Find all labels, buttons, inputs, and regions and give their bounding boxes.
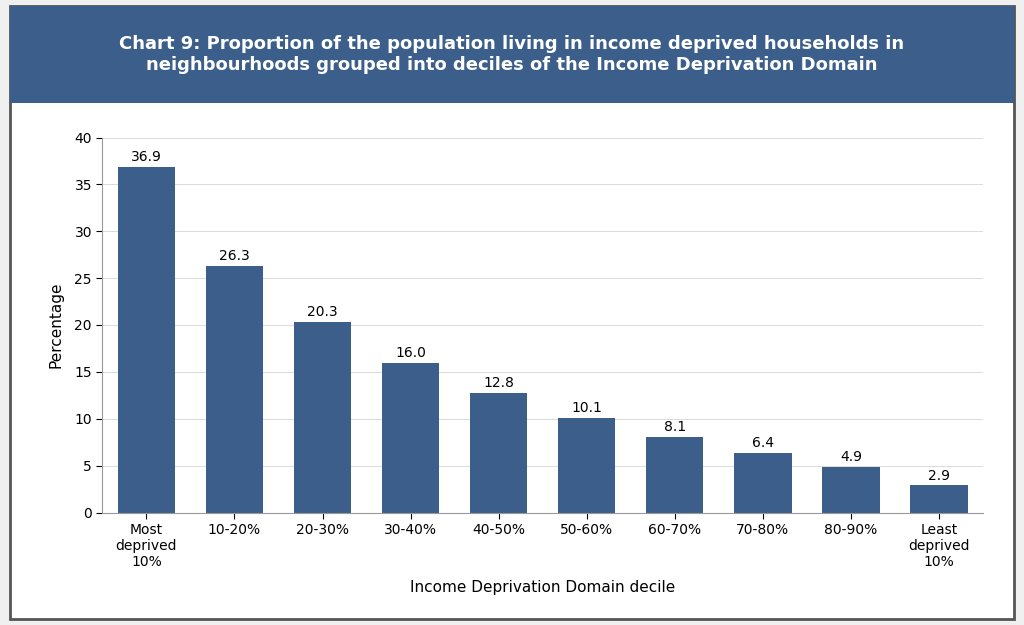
Bar (118, 166, 175, 512)
Bar (382, 362, 439, 512)
Text: 2.9: 2.9 (928, 469, 950, 482)
Text: Chart 9: Proportion of the population living in income deprived households in
ne: Chart 9: Proportion of the population li… (120, 35, 904, 74)
Bar (294, 322, 351, 512)
Text: 8.1: 8.1 (664, 420, 686, 434)
Text: 36.9: 36.9 (131, 150, 162, 164)
Text: 20.3: 20.3 (307, 306, 338, 319)
Bar (646, 436, 703, 512)
Bar (206, 266, 263, 512)
Text: 10.1: 10.1 (571, 401, 602, 415)
X-axis label: Income Deprivation Domain decile: Income Deprivation Domain decile (410, 581, 676, 596)
Text: 6.4: 6.4 (752, 436, 774, 450)
Y-axis label: Percentage: Percentage (48, 282, 63, 368)
Bar (558, 418, 615, 512)
FancyBboxPatch shape (10, 6, 1014, 103)
Text: 26.3: 26.3 (219, 249, 250, 263)
Text: 4.9: 4.9 (840, 450, 862, 464)
Text: 12.8: 12.8 (483, 376, 514, 390)
Bar (470, 392, 527, 512)
Bar (822, 466, 880, 512)
FancyBboxPatch shape (10, 6, 1014, 619)
Bar (734, 452, 792, 512)
Bar (910, 485, 968, 512)
Text: 16.0: 16.0 (395, 346, 426, 359)
